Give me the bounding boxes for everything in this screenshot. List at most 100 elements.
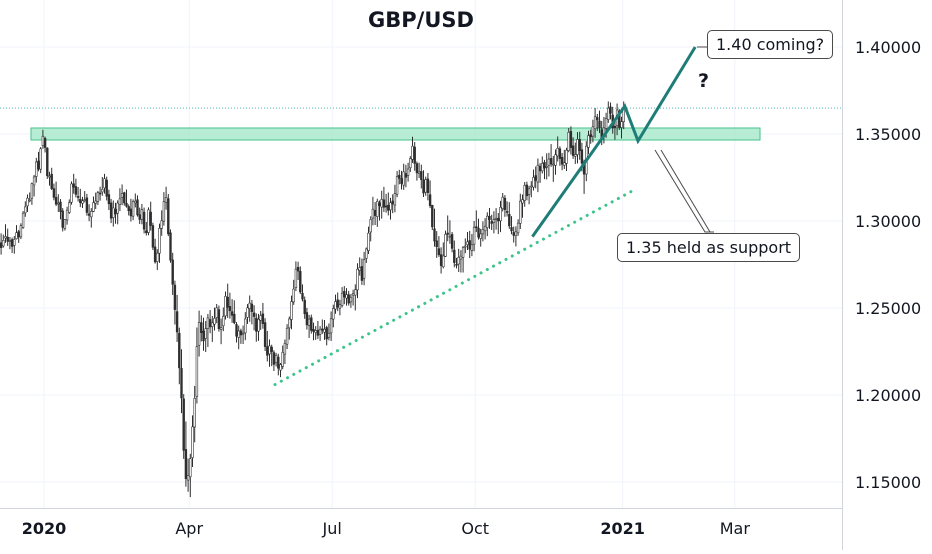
x-tick-label: 2021 xyxy=(600,519,645,538)
candle-body xyxy=(501,196,504,209)
candle-body xyxy=(213,317,216,325)
candle-body xyxy=(391,200,394,205)
target-callout: 1.40 coming? xyxy=(707,30,834,59)
candle-body xyxy=(334,301,337,310)
candle-body xyxy=(186,475,190,481)
candle-body xyxy=(318,328,322,335)
candle-body xyxy=(246,307,249,318)
candle-body xyxy=(310,317,313,331)
y-tick-label: 1.35000 xyxy=(855,125,921,144)
candle-body xyxy=(37,160,40,170)
candle-body xyxy=(380,199,383,208)
candle-body xyxy=(109,202,113,219)
candle-body xyxy=(87,213,91,216)
candle-body xyxy=(536,164,540,183)
candle-body xyxy=(395,176,399,195)
candle-body xyxy=(118,198,122,205)
candle-body xyxy=(552,163,555,166)
candle-body xyxy=(81,200,84,204)
candle-body xyxy=(567,131,570,152)
candle-body xyxy=(303,299,306,315)
candle-body xyxy=(420,171,423,180)
candle-body xyxy=(151,225,155,248)
candle-body xyxy=(0,242,3,248)
candle-body xyxy=(74,186,78,195)
candle-body xyxy=(486,215,489,228)
candle-body xyxy=(521,199,524,204)
candle-body xyxy=(237,330,240,338)
candle-body xyxy=(35,161,38,177)
candle-body xyxy=(76,196,80,198)
chart-title: GBP/USD xyxy=(368,8,474,32)
candle-body xyxy=(70,183,73,203)
candle-body xyxy=(415,163,419,174)
candle-body xyxy=(461,247,465,258)
candle-body xyxy=(604,118,608,129)
candle-body xyxy=(411,145,414,160)
candle-body xyxy=(125,202,128,207)
candle-body xyxy=(428,194,432,206)
candle-body xyxy=(24,206,27,214)
candle-body xyxy=(268,345,271,355)
candle-body xyxy=(424,179,427,193)
candle-body xyxy=(437,248,441,256)
candle-body xyxy=(184,449,188,479)
candle-body xyxy=(466,241,469,245)
candle-body xyxy=(105,179,108,197)
candle-body xyxy=(103,178,106,189)
candle-body xyxy=(569,131,573,148)
candle-body xyxy=(453,249,456,263)
candle-body xyxy=(274,355,278,363)
candle-body xyxy=(329,318,333,334)
candle-body xyxy=(508,213,511,227)
candle-body xyxy=(336,299,339,308)
candle-body xyxy=(182,398,185,451)
candle-body xyxy=(321,328,324,331)
candle-body xyxy=(305,312,309,326)
candle-body xyxy=(499,206,502,222)
support-callout-connector-2 xyxy=(660,149,711,233)
candle-body xyxy=(483,225,487,232)
candle-body xyxy=(120,193,124,198)
candle-body xyxy=(13,239,16,246)
candle-body xyxy=(136,199,139,216)
candle-body xyxy=(446,232,449,235)
candle-body xyxy=(252,312,256,317)
candle-body xyxy=(204,328,207,339)
candle-body xyxy=(68,202,71,213)
candle-body xyxy=(28,199,31,202)
candle-body xyxy=(384,205,388,208)
candle-body xyxy=(149,211,152,226)
candle-body xyxy=(516,222,520,234)
candle-body xyxy=(224,296,227,317)
candle-body xyxy=(85,197,89,213)
x-tick-label: 2020 xyxy=(22,519,67,538)
candle-body xyxy=(239,330,243,336)
candle-body xyxy=(21,212,25,228)
candle-body xyxy=(296,266,300,272)
candle-body xyxy=(52,188,56,198)
candle-body xyxy=(138,214,141,220)
candle-body xyxy=(404,173,408,178)
candles xyxy=(0,101,625,498)
candle-body xyxy=(26,197,29,207)
candle-body xyxy=(94,200,97,204)
candle-body xyxy=(402,171,405,186)
candle-body xyxy=(255,317,258,332)
candle-body xyxy=(123,192,126,204)
candle-body xyxy=(494,217,498,220)
candle-body xyxy=(299,270,302,293)
candle-body xyxy=(316,329,320,336)
candle-body xyxy=(167,198,170,235)
candle-body xyxy=(426,178,430,193)
candle-body xyxy=(393,193,397,206)
candle-body xyxy=(560,157,564,165)
candle-body xyxy=(547,158,551,166)
candle-body xyxy=(345,294,348,299)
candle-body xyxy=(92,202,95,212)
candle-body xyxy=(140,209,144,220)
candle-body xyxy=(503,197,507,210)
candle-body xyxy=(325,327,328,340)
candle-body xyxy=(222,316,225,327)
